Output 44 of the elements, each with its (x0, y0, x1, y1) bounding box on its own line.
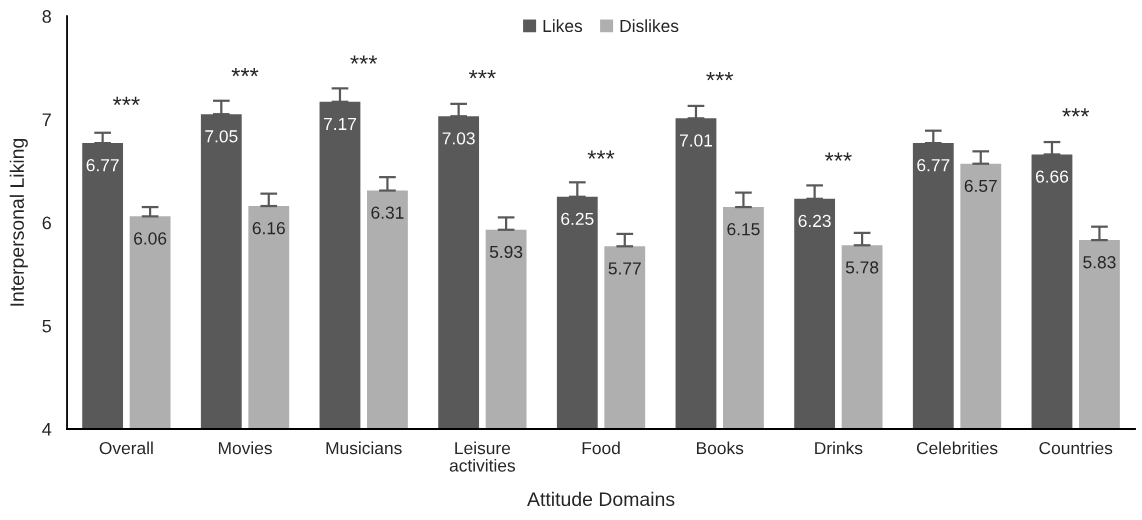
data-label: 7.01 (679, 134, 713, 147)
x-tick-label: Movies (218, 441, 272, 455)
annotation: *** (706, 72, 734, 81)
y-tick-label: 4 (42, 423, 52, 436)
annotation: *** (350, 55, 378, 64)
x-tick-label: Overall (99, 441, 153, 455)
data-label: 6.15 (727, 223, 760, 236)
data-label: 6.31 (371, 206, 404, 219)
data-label: 7.05 (205, 130, 238, 143)
data-label: 5.93 (489, 245, 523, 259)
x-tick-label: Celebrities (916, 441, 998, 455)
annotation: *** (587, 150, 615, 159)
y-axis-title: Interpersonal Liking (9, 138, 28, 306)
x-tick-label: Musicians (326, 441, 402, 455)
data-label: 6.16 (252, 222, 285, 235)
y-tick-label: 7 (42, 113, 51, 126)
data-label: 7.03 (442, 132, 475, 145)
data-label: 7.17 (323, 117, 356, 130)
data-label: 6.23 (798, 214, 831, 228)
y-tick-label: 8 (42, 10, 51, 23)
data-label: 6.77 (86, 159, 119, 172)
annotation: *** (824, 152, 852, 161)
x-axis-title: Attitude Domains (527, 491, 675, 507)
data-label: 5.77 (608, 262, 641, 275)
annotation: *** (231, 67, 259, 77)
data-label: 6.25 (561, 212, 594, 226)
x-tick-label: Leisure activities (449, 441, 516, 472)
x-tick-label: Drinks (815, 441, 863, 455)
data-label: 6.66 (1035, 170, 1069, 183)
legend-label: Dislikes (620, 19, 679, 33)
data-label: 6.57 (964, 179, 997, 192)
y-tick-label: 6 (42, 216, 51, 230)
legend-label: Likes (543, 19, 583, 33)
data-label: 5.83 (1083, 256, 1116, 269)
data-label: 6.77 (917, 159, 950, 172)
annotation: *** (1062, 108, 1090, 117)
data-label: 5.78 (845, 261, 879, 274)
x-tick-label: Food (582, 441, 620, 455)
annotation: *** (112, 96, 140, 106)
annotation: *** (468, 69, 496, 79)
x-tick-label: Books (697, 441, 744, 455)
y-tick-label: 5 (42, 319, 51, 333)
x-tick-label: Countries (1039, 441, 1113, 455)
data-label: 6.06 (134, 232, 167, 245)
